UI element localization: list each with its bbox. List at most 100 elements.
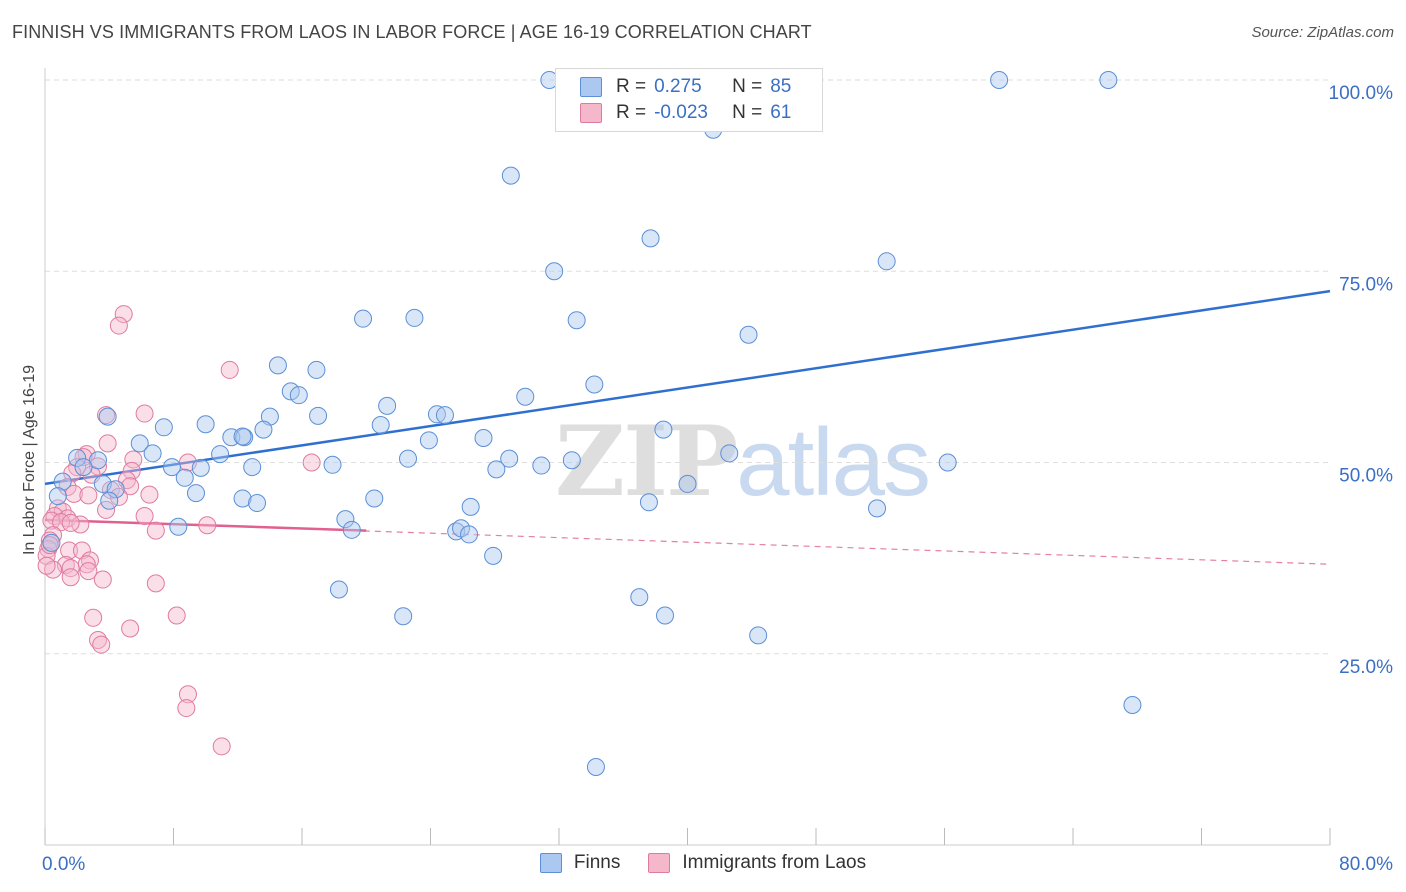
laos-point-58 <box>212 737 231 756</box>
laos-point-20 <box>64 484 83 503</box>
legend-item-laos[interactable]: Immigrants from Laos <box>648 852 866 874</box>
finns-point-3 <box>1099 71 1118 89</box>
finns-point-38 <box>211 445 230 464</box>
laos-point-57 <box>177 699 196 718</box>
finns-point-66 <box>336 510 355 529</box>
laos-point-8 <box>124 450 143 469</box>
finns-point-73 <box>42 533 61 552</box>
legend-item-finns[interactable]: Finns <box>539 852 621 874</box>
finns-n-label: N = <box>732 76 763 97</box>
finns-points <box>42 71 1142 776</box>
finns-point-25 <box>371 416 390 435</box>
laos-point-34 <box>198 516 217 535</box>
finns-point-65 <box>868 499 887 518</box>
finns-point-77 <box>656 606 675 625</box>
finns-point-74 <box>329 580 348 599</box>
finns-point-78 <box>749 626 768 645</box>
finns-legend-label: Finns <box>573 852 621 873</box>
laos-point-45 <box>61 559 80 578</box>
laos-r-label: R = <box>616 102 647 123</box>
finns-point-63 <box>639 493 658 512</box>
laos-point-52 <box>84 608 103 627</box>
finns-point-36 <box>143 444 162 463</box>
finns-point-33 <box>233 427 252 446</box>
finns-point-71 <box>460 525 479 544</box>
laos-point-35 <box>146 521 165 540</box>
series-legend: Finns Immigrants from Laos <box>0 852 1406 874</box>
laos-point-5 <box>98 434 117 453</box>
finns-point-23 <box>435 406 454 425</box>
finns-point-61 <box>248 494 267 513</box>
laos-trend-line <box>44 518 367 532</box>
x-tick-label-max: 80.0% <box>1339 854 1393 875</box>
laos-point-2 <box>220 360 239 379</box>
finns-point-17 <box>289 386 308 405</box>
finns-point-13 <box>585 375 604 394</box>
finns-point-7 <box>545 262 564 281</box>
laos-point-33 <box>61 513 80 532</box>
finns-point-49 <box>487 460 506 479</box>
laos-point-17 <box>58 477 77 496</box>
tick-labels: 25.0% 50.0% 75.0% 100.0% 0.0% 80.0% <box>42 83 1393 875</box>
finns-point-43 <box>562 451 581 470</box>
finns-point-51 <box>938 453 957 472</box>
finns-point-41 <box>399 449 418 468</box>
y-tick-label-50: 50.0% <box>1339 466 1393 487</box>
laos-point-1 <box>109 316 128 335</box>
finns-point-55 <box>106 480 125 499</box>
laos-point-21 <box>79 486 98 505</box>
finns-point-76 <box>394 607 413 626</box>
finns-point-67 <box>169 517 188 536</box>
laos-point-32 <box>71 515 90 534</box>
finns-point-64 <box>461 497 480 516</box>
x-tick-label-min: 0.0% <box>42 854 85 875</box>
finns-point-15 <box>307 360 326 379</box>
laos-point-30 <box>42 511 61 530</box>
finns-point-40 <box>89 451 108 470</box>
axes <box>44 68 1331 846</box>
laos-point-7 <box>74 448 93 467</box>
laos-point-31 <box>52 513 71 532</box>
finns-legend-swatch <box>539 853 562 873</box>
finns-swatch <box>580 77 602 97</box>
laos-point-48 <box>61 568 80 587</box>
laos-point-0 <box>114 305 133 324</box>
laos-swatch <box>580 103 602 123</box>
finns-point-9 <box>567 311 586 330</box>
finns-point-59 <box>186 484 205 503</box>
finns-point-18 <box>516 387 535 406</box>
finns-point-39 <box>68 448 87 467</box>
finns-point-19 <box>378 396 397 415</box>
laos-point-59 <box>37 556 56 575</box>
laos-point-55 <box>92 635 111 654</box>
finns-point-52 <box>53 472 72 491</box>
laos-point-29 <box>135 507 154 526</box>
legend-row-finns: R = 0.275 N = 85 <box>580 75 791 99</box>
finns-point-11 <box>405 308 424 327</box>
finns-point-72 <box>484 546 503 565</box>
finns-point-62 <box>365 489 384 508</box>
laos-point-49 <box>93 570 112 589</box>
watermark: ZIPatlas <box>555 405 931 518</box>
laos-legend-label: Immigrants from Laos <box>682 852 867 873</box>
finns-point-48 <box>323 455 342 474</box>
laos-point-11 <box>68 458 87 477</box>
finns-point-30 <box>419 431 438 450</box>
laos-point-36 <box>44 526 63 545</box>
laos-n-label: N = <box>732 102 763 123</box>
source-label: Source: ZipAtlas.com <box>1251 24 1394 41</box>
finns-point-34 <box>474 429 493 448</box>
laos-point-53 <box>121 619 140 638</box>
finns-point-75 <box>630 588 649 607</box>
finns-point-6 <box>641 229 660 248</box>
watermark-zip: ZIP <box>555 405 738 518</box>
finns-r-value: 0.275 <box>654 76 702 97</box>
finns-point-50 <box>532 456 551 475</box>
laos-point-47 <box>79 562 98 581</box>
finns-trend-line <box>44 289 1331 486</box>
chart-title: FINNISH VS IMMIGRANTS FROM LAOS IN LABOR… <box>12 22 812 42</box>
finns-point-79 <box>1123 696 1142 715</box>
finns-point-54 <box>175 468 194 487</box>
laos-point-39 <box>60 541 79 560</box>
